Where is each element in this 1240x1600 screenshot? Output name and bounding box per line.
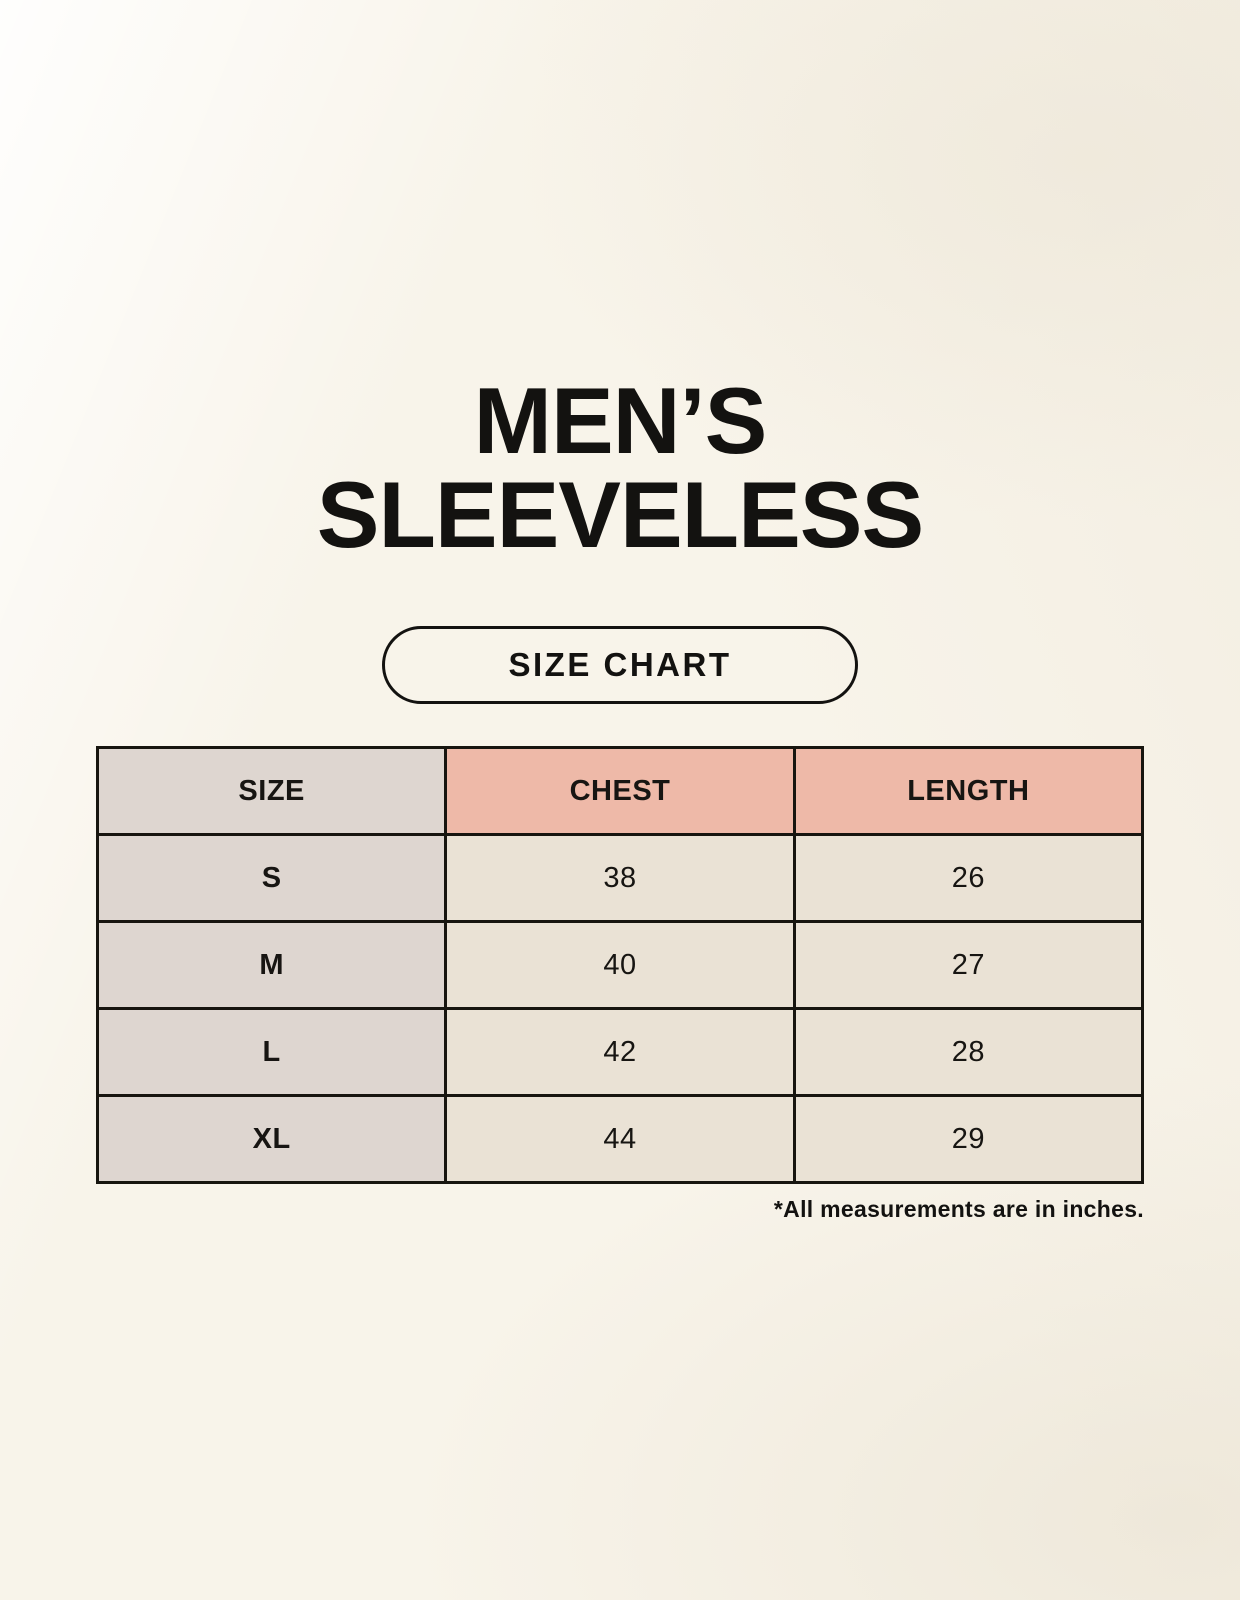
chest-value-xl: 44 (444, 1094, 796, 1184)
length-value-m: 27 (792, 920, 1145, 1010)
length-value-s: 26 (792, 833, 1145, 923)
page-title-line1: MEN’S (473, 368, 768, 473)
chest-value-l: 42 (444, 1007, 796, 1097)
chest-value-s: 38 (444, 833, 796, 923)
table-row-xl: XL 44 29 (95, 1094, 1145, 1184)
size-chart-button[interactable]: SIZE CHART (382, 626, 858, 704)
row-label-m: M (95, 920, 448, 1010)
table-row-s: S 38 26 (95, 833, 1145, 923)
column-header-size: SIZE (95, 746, 448, 836)
table-header-row: SIZE CHEST LENGTH (95, 746, 1145, 836)
page-title-line2: SLEEVELESS (316, 462, 924, 567)
length-value-l: 28 (792, 1007, 1145, 1097)
column-header-length: LENGTH (792, 746, 1145, 836)
chest-value-m: 40 (444, 920, 796, 1010)
column-header-chest: CHEST (444, 746, 796, 836)
length-value-xl: 29 (792, 1094, 1145, 1184)
size-chart-table: SIZE CHEST LENGTH S 38 26 M 40 27 L 42 2… (95, 746, 1145, 1184)
row-label-xl: XL (95, 1094, 448, 1184)
size-chart-button-label: SIZE CHART (508, 646, 732, 683)
measurements-footnote: *All measurements are in inches. (773, 1196, 1144, 1222)
table-row-l: L 42 28 (95, 1007, 1145, 1097)
page-title: MEN’S SLEEVELESS (0, 374, 1240, 562)
row-label-l: L (95, 1007, 448, 1097)
row-label-s: S (95, 833, 448, 923)
table-row-m: M 40 27 (95, 920, 1145, 1010)
